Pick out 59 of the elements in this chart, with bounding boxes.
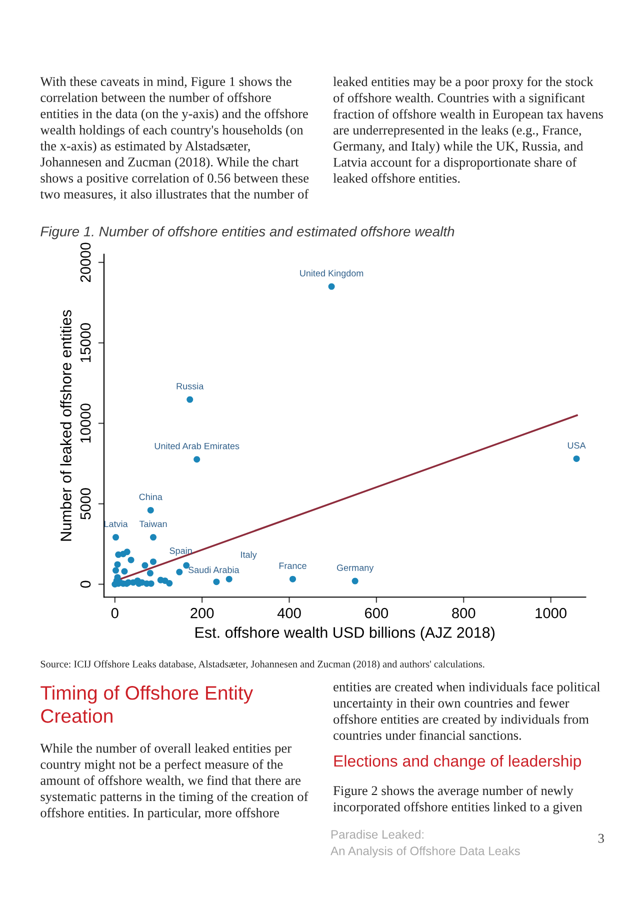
text: entities are created when individuals face political uncertainty in their own countries and fewer offshore entities are created by individuals from countries under financial sanctions. — [333, 682, 600, 740]
point — [213, 578, 220, 586]
point — [150, 558, 157, 565]
point — [114, 561, 121, 568]
text: With these caveats in mind, Figure 1 shows the correlation between the number of offshore entities in the data (on the y-axis) and the offshore wealth holdings of each country's households (on the x-axis) as estimated by Alstadsæter, Johannesen and Zucman (2018). While the chart shows a positive correlation of 0.56 between these two measures, it also illustrates that the number of — [40, 76, 309, 201]
x-tick-label: 600 — [365, 608, 388, 618]
text: Elections and change of leadership — [334, 754, 581, 770]
point — [112, 567, 120, 574]
annotation: USA — [568, 442, 586, 449]
x-tick-label: 200 — [190, 608, 214, 618]
point — [142, 562, 148, 569]
annotation: China — [139, 493, 162, 500]
x-tick-label: 1000 — [536, 608, 566, 618]
annotation: Italy — [241, 551, 257, 560]
point — [124, 548, 130, 556]
annotation: Russia — [176, 382, 204, 390]
caption: Figure 2 shows the average number of newly incorporated offshore entities linked to a given — [333, 786, 582, 814]
point — [352, 578, 358, 584]
annotation: Taiwan — [139, 520, 167, 528]
x-tick-label: 0 — [111, 608, 118, 618]
annotation: Spain — [170, 547, 192, 556]
point — [150, 534, 157, 541]
y-tick-label: 0 — [80, 580, 91, 588]
annotation: Latvia — [104, 520, 128, 528]
x-tick-label: 800 — [452, 608, 476, 618]
annotation: United Kingdom — [300, 270, 364, 278]
annotation: France — [279, 562, 306, 569]
x-tick-label: 400 — [277, 608, 301, 618]
y-tick-label: 15000 — [80, 323, 91, 362]
text: Timing of Offshore Entity Creation — [40, 686, 254, 723]
point — [573, 455, 580, 462]
point — [112, 534, 120, 541]
y-tick-label: 5000 — [80, 488, 91, 520]
point — [148, 580, 154, 587]
source-note: Source: ICIJ Offshore Leaks database, Alstadsæter, Johannesen and Zucman (2018) and authors' calculations. — [40, 660, 484, 670]
y-tick-label: 10000 — [80, 404, 91, 442]
point — [166, 580, 173, 587]
annotation: United Arab Emirates — [154, 442, 240, 450]
y-tick-label: 20000 — [80, 242, 91, 282]
annotation: Germany — [336, 564, 374, 573]
point — [176, 568, 183, 576]
y-axis-title: Number of leaked offshore entities — [60, 310, 72, 541]
text: leaked entities may be a poor proxy for the stock of offshore wealth. Countries with a significant fraction of offshore wealth in European tax havens are underrepresented in the leaks (e.g., France, Germany, and Italy) while the UK, Russia, and Latvia account for a disproportionate share of leaked offshore entities. — [333, 76, 603, 183]
point — [128, 556, 134, 564]
point — [146, 570, 154, 576]
point — [147, 506, 154, 514]
text: While the number of overall leaked entities per country might not be a perfect measure of the amount of offshore wealth, we find that there are systematic patterns in the timing of the creation of offshore entities. In particular, more offshore — [40, 743, 308, 820]
text: Paradise Leaked: An Analysis of Offshore Data Leaks — [330, 830, 520, 858]
chart-title: Figure 1. Number of offshore entities and estimated offshore wealth — [40, 226, 454, 240]
text: 3 — [598, 834, 604, 843]
point — [328, 283, 335, 290]
point — [186, 396, 194, 403]
point — [289, 576, 296, 582]
point — [121, 568, 128, 575]
point — [183, 562, 190, 569]
point — [194, 456, 200, 463]
point — [226, 576, 232, 582]
x-axis-title: Est. offshore wealth USD billions (AJZ 2018) — [196, 626, 494, 641]
annotation: Saudi Arabia — [188, 566, 240, 574]
